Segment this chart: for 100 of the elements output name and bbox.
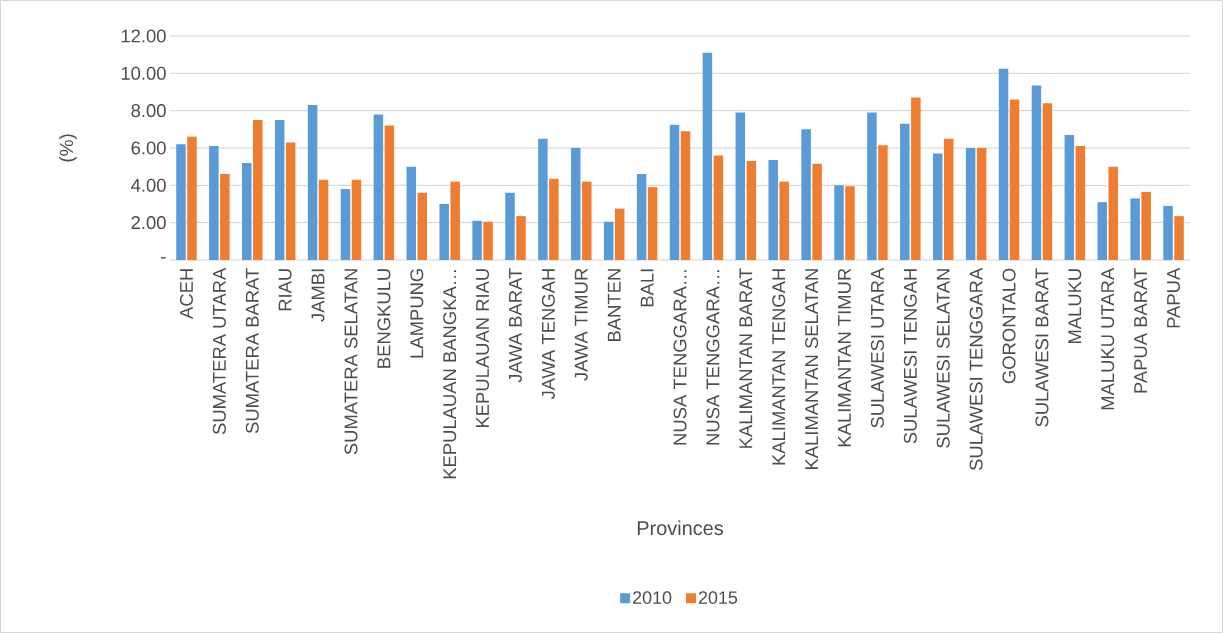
x-tick-label: NUSA TENGGARA…: [673, 270, 687, 445]
x-tick-label: SUMATERA SELATAN: [344, 269, 358, 455]
y-axis-title: (%): [59, 134, 77, 162]
y-tick-label: 6.00: [131, 141, 166, 155]
bar: [242, 162, 252, 260]
bar: [340, 189, 351, 260]
x-tick-label: KALIMANTAN TIMUR: [838, 268, 851, 447]
bar: [812, 163, 822, 260]
bar: [614, 208, 625, 260]
bar: [746, 161, 757, 260]
bar: [932, 153, 943, 260]
bar: [549, 178, 559, 260]
x-tick-label: KALIMANTAN TENGAH: [772, 269, 786, 465]
legend-label: 2010: [633, 591, 672, 604]
bar: [373, 114, 384, 260]
x-tick-label: BALI: [640, 269, 654, 307]
bar: [603, 221, 614, 260]
x-tick-label: LAMPUNG: [410, 269, 424, 358]
bar: [735, 112, 746, 260]
bar: [505, 192, 515, 260]
bar: [187, 136, 197, 260]
bar: [483, 221, 493, 260]
x-tick-label: MALUKU UTARA: [1101, 267, 1115, 410]
x-tick-label: JAWA TIMUR: [574, 268, 588, 381]
bar: [274, 119, 285, 260]
bar: [285, 142, 296, 260]
bar: [845, 186, 855, 260]
bar: [900, 123, 910, 260]
bar: [1163, 205, 1173, 260]
bar: [472, 220, 482, 260]
bar: [976, 147, 987, 260]
bar: [582, 181, 592, 260]
bar: [713, 155, 724, 260]
x-tick-label: SUMATERA UTARA: [212, 267, 226, 435]
bar: [209, 146, 219, 260]
x-axis-title: Provinces: [637, 520, 723, 536]
y-tick-label: 4.00: [131, 178, 166, 192]
bar: [998, 68, 1009, 260]
x-tick-label: SULAWESI TENGGARA: [969, 267, 983, 471]
bar: [1075, 146, 1086, 260]
y-tick-label: 8.00: [131, 104, 166, 118]
x-tick-label: ACEH: [179, 269, 193, 319]
bar: [636, 174, 647, 260]
bar: [680, 131, 691, 260]
bar: [439, 203, 449, 260]
x-tick-label: RIAU: [278, 269, 292, 311]
y-tick-label: 2.00: [131, 216, 166, 230]
x-tick-label: SULAWESI TENGAH: [903, 269, 917, 444]
bar: [702, 52, 713, 260]
x-tick-label: SULAWESI SELATAN: [936, 269, 950, 448]
bar: [351, 179, 362, 260]
bar: [1097, 202, 1107, 260]
bar: [911, 97, 921, 260]
bar: [450, 181, 460, 260]
x-tick-label: SUMATERA BARAT: [245, 268, 259, 434]
bar: [1042, 103, 1053, 260]
bar: [307, 105, 318, 260]
bar: [220, 174, 230, 260]
x-tick-label: BANTEN: [607, 269, 621, 341]
x-tick-label: SULAWESI BARAT: [1035, 268, 1049, 427]
bar: [768, 160, 778, 260]
bar: [1031, 85, 1042, 260]
x-tick-label: JAWA BARAT: [509, 268, 522, 383]
bar: [1130, 198, 1140, 260]
y-tick-label: -: [161, 257, 166, 259]
bar: [867, 112, 877, 260]
bar: [1064, 134, 1075, 260]
bar: [384, 125, 395, 260]
bar: [801, 129, 811, 260]
bar: [318, 179, 329, 260]
bar: [516, 216, 526, 260]
bar: [406, 166, 417, 260]
x-tick-label: NUSA TENGGARA…: [706, 270, 720, 445]
x-tick-label: KALIMANTAN SELATAN: [805, 269, 819, 470]
x-tick-label: JAMBI: [311, 269, 325, 322]
bar: [779, 181, 789, 260]
bar: [1141, 191, 1151, 260]
x-tick-label: SULAWESI UTARA: [870, 267, 884, 428]
bar: [943, 138, 954, 260]
bar: [647, 187, 658, 260]
bar: [538, 138, 548, 260]
bar: [1174, 216, 1184, 260]
bar: [1108, 166, 1118, 260]
y-tick-label: 10.00: [121, 66, 166, 80]
x-tick-label: KEPULAUAN RIAU: [476, 269, 490, 428]
bar: [253, 119, 263, 260]
bar: [417, 192, 428, 260]
x-tick-label: MALUKU: [1068, 269, 1082, 344]
bar: [1009, 99, 1020, 260]
bar: [176, 144, 186, 260]
bar: [878, 145, 888, 260]
x-tick-label: KEPULAUAN BANGKA…: [443, 270, 457, 479]
bar: [571, 147, 581, 260]
legend-label: 2015: [698, 591, 738, 604]
x-tick-label: JAWA TENGAH: [541, 269, 555, 400]
bar: [965, 147, 976, 260]
x-tick-label: GORONTALO: [1002, 268, 1016, 384]
x-tick-label: KALIMANTAN BARAT: [739, 268, 753, 448]
bar: [669, 124, 680, 260]
bar: [834, 185, 844, 260]
